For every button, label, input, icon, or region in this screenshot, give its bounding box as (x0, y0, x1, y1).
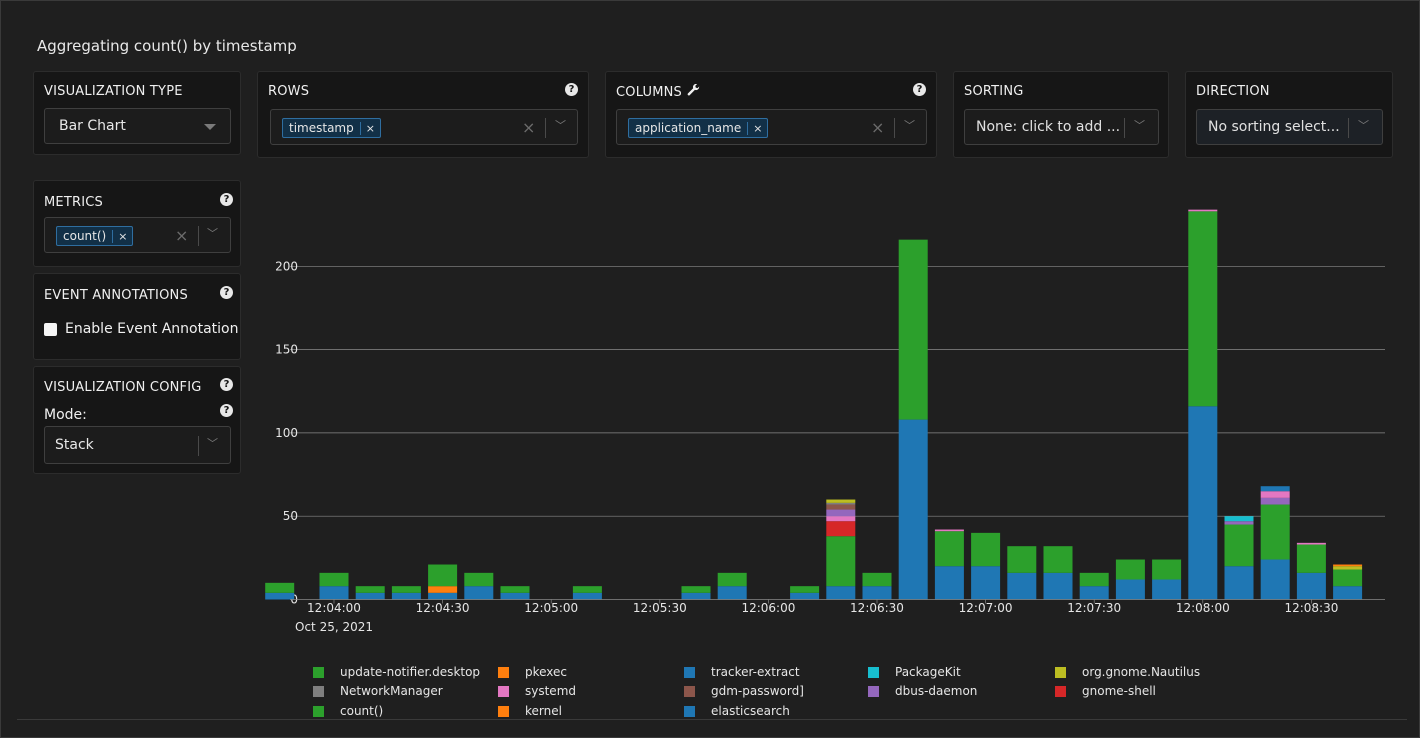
legend-swatch (868, 667, 879, 678)
viz-type-label: VISUALIZATION TYPE (44, 84, 183, 99)
chip-remove-icon[interactable]: × (112, 229, 132, 243)
rows-label: ROWS (268, 84, 310, 99)
legend-swatch (868, 686, 879, 697)
mode-value: Stack (55, 437, 94, 453)
viz-config-help-icon[interactable]: ? (220, 378, 233, 391)
legend-swatch (498, 706, 509, 717)
metrics-panel: METRICS ? count() × × ﹀ (33, 180, 241, 267)
columns-label: COLUMNS (616, 83, 700, 100)
legend-swatch (498, 686, 509, 697)
count-chip: count() × (56, 226, 134, 246)
rows-help-icon[interactable]: ? (565, 83, 578, 96)
legend-label: systemd (525, 684, 576, 698)
viz-config-panel: VISUALIZATION CONFIG ? Mode: ? Stack ﹀ (33, 366, 241, 474)
rows-select[interactable]: timestamp × × ﹀ (270, 109, 578, 145)
viz-type-select[interactable]: Bar Chart (44, 108, 231, 144)
legend-swatch (684, 686, 695, 697)
separator (198, 226, 199, 246)
legend-label: count() (340, 704, 384, 718)
enable-event-annotation-checkbox[interactable] (44, 323, 57, 336)
chevron-down-icon[interactable]: ﹀ (904, 119, 915, 132)
legend-label: kernel (525, 704, 562, 718)
legend-label: tracker-extract (711, 665, 800, 679)
columns-panel: COLUMNS ? application_name × × ﹀ (605, 71, 937, 158)
rows-panel: ROWS ? timestamp × × ﹀ (257, 71, 589, 158)
legend-label: dbus-daemon (895, 684, 978, 698)
legend-swatch (313, 667, 324, 678)
caret-down-icon (204, 124, 216, 130)
legend-swatch (313, 706, 324, 717)
application-name-chip: application_name × (628, 118, 769, 138)
legend-swatch (1055, 686, 1066, 697)
wrench-icon[interactable] (687, 83, 700, 97)
direction-placeholder: No sorting select... (1208, 119, 1340, 135)
event-annotations-help-icon[interactable]: ? (220, 286, 233, 299)
columns-help-icon[interactable]: ? (913, 83, 926, 96)
legend-label: gdm-password] (711, 684, 804, 698)
legend-label: elasticsearch (711, 704, 790, 718)
chip-remove-icon[interactable]: × (747, 121, 767, 135)
page-title: Aggregating count() by timestamp (37, 37, 297, 55)
chevron-down-icon[interactable]: ﹀ (207, 437, 218, 450)
legend-swatch (1055, 667, 1066, 678)
sorting-placeholder: None: click to add ... (976, 119, 1121, 135)
bottom-divider (17, 719, 1407, 720)
separator (894, 118, 895, 138)
direction-panel: DIRECTION No sorting select... ﹀ (1185, 71, 1393, 158)
viz-type-panel: VISUALIZATION TYPE Bar Chart (33, 71, 241, 155)
sorting-label: SORTING (964, 84, 1024, 99)
direction-select[interactable]: No sorting select... ﹀ (1196, 109, 1383, 145)
legend-swatch (498, 667, 509, 678)
legend-label: PackageKit (895, 665, 961, 679)
separator (545, 118, 546, 138)
legend-label: NetworkManager (340, 684, 443, 698)
clear-icon[interactable]: × (175, 226, 189, 245)
chip-remove-icon[interactable]: × (359, 121, 380, 135)
chevron-down-icon[interactable]: ﹀ (555, 119, 566, 132)
legend-swatch (313, 686, 324, 697)
event-annotations-label: EVENT ANNOTATIONS (44, 288, 188, 303)
metrics-label: METRICS (44, 195, 103, 210)
metrics-help-icon[interactable]: ? (220, 193, 233, 206)
event-annotations-panel: EVENT ANNOTATIONS ? Enable Event Annotat… (33, 273, 241, 360)
legend-label: update-notifier.desktop (340, 665, 481, 679)
legend-label: gnome-shell (1082, 684, 1156, 698)
chip-label: timestamp (289, 121, 354, 135)
mode-select[interactable]: Stack ﹀ (44, 426, 231, 464)
timestamp-chip: timestamp × (282, 118, 381, 138)
sorting-panel: SORTING None: click to add ... ﹀ (953, 71, 1169, 158)
mode-label: Mode: (44, 407, 87, 423)
columns-label-text: COLUMNS (616, 85, 683, 100)
separator (1348, 118, 1349, 138)
legend-label: pkexec (525, 665, 568, 679)
clear-icon[interactable]: × (871, 118, 885, 137)
chevron-down-icon[interactable]: ﹀ (1358, 119, 1369, 132)
enable-event-annotation-label[interactable]: Enable Event Annotation (65, 321, 239, 337)
separator (198, 436, 199, 456)
chip-label: application_name (635, 121, 742, 135)
columns-select[interactable]: application_name × × ﹀ (616, 109, 927, 145)
legend-swatch (684, 706, 695, 717)
chip-label: count() (63, 229, 107, 243)
chevron-down-icon[interactable]: ﹀ (1134, 119, 1145, 132)
separator (1124, 118, 1125, 138)
chevron-down-icon[interactable]: ﹀ (207, 227, 218, 240)
sorting-select[interactable]: None: click to add ... ﹀ (964, 109, 1159, 145)
direction-label: DIRECTION (1196, 84, 1270, 99)
viz-type-value: Bar Chart (59, 118, 126, 134)
metrics-select[interactable]: count() × × ﹀ (44, 217, 231, 253)
clear-icon[interactable]: × (522, 118, 536, 137)
viz-config-label: VISUALIZATION CONFIG (44, 380, 202, 395)
legend-swatch (684, 667, 695, 678)
mode-help-icon[interactable]: ? (220, 404, 233, 417)
legend-label: org.gnome.Nautilus (1082, 665, 1201, 679)
